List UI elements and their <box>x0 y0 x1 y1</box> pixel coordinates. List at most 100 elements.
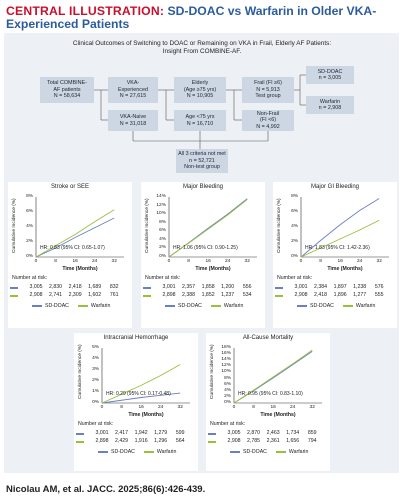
x-tick-label: 32 <box>376 259 382 264</box>
y-tick-label: 8% <box>291 194 298 199</box>
chart-title: Stroke or SEE <box>50 184 89 190</box>
chart-title: All-Cause Mortality <box>242 335 294 341</box>
nar-value-warfarin: 2,898 <box>162 292 176 298</box>
nar-value-sd-doac: 3,005 <box>227 430 241 436</box>
nar-value-sd-doac: 1,279 <box>154 430 168 436</box>
x-axis-label: Time (Months) <box>195 266 231 272</box>
legend-label-warfarin: Warfarin <box>223 303 244 309</box>
x-tick-label: 0 <box>34 259 38 264</box>
legend: SD-DOAC Warfarin <box>98 449 176 455</box>
nar-value-sd-doac: 1,689 <box>88 284 102 290</box>
chart-title: Major GI Bleeding <box>310 184 360 190</box>
nar-value-sd-doac: 1,897 <box>333 284 347 290</box>
nar-swatch-warfarin <box>143 295 151 297</box>
x-tick-label: 32 <box>309 405 315 410</box>
x-tick-label: 32 <box>177 405 183 410</box>
x-tick-label: 24 <box>289 405 296 410</box>
sd-doac-box: SD-DOAC n = 3,005 <box>306 66 354 84</box>
series-line-warfarin <box>233 349 313 404</box>
chart-3: Major GI Bleeding Cumulative Incidence (%… <box>273 182 397 328</box>
nar-value-warfarin: 794 <box>307 438 317 444</box>
x-tick-label: 8 <box>252 405 255 410</box>
chart-plot <box>35 197 124 258</box>
number-at-risk-label: Number at risk: <box>145 275 181 281</box>
chart-plot <box>300 197 389 258</box>
legend-swatch-sd-doac <box>297 305 307 307</box>
x-tick-label: 32 <box>111 259 117 264</box>
legend-swatch-warfarin <box>342 305 353 307</box>
chart-plot <box>101 348 190 404</box>
nar-value-sd-doac: 1,942 <box>134 430 148 436</box>
x-tick-label: 0 <box>167 259 171 264</box>
y-tick-label: 5% <box>92 345 99 350</box>
y-tick-label: 12% <box>156 202 166 208</box>
legend-swatch-warfarin <box>143 451 154 453</box>
x-axis-label: Time (Months) <box>62 266 98 272</box>
series-line-warfarin <box>35 209 115 258</box>
y-tick-label: 1% <box>92 389 99 394</box>
y-tick-label: 10% <box>156 211 166 217</box>
nar-value-sd-doac: 3,001 <box>162 284 176 290</box>
nar-swatch-warfarin <box>275 295 283 297</box>
legend-label-sd-doac: SD-DOAC <box>243 449 267 455</box>
x-tick-label: 16 <box>138 405 144 410</box>
y-tick-label: 0% <box>159 254 166 259</box>
y-tick-label: 2% <box>291 239 298 244</box>
nar-value-sd-doac: 3,005 <box>29 284 43 290</box>
series-line-sd-doac <box>101 392 181 404</box>
nar-swatch-warfarin <box>208 441 216 443</box>
vka-experienced-box: VKA- Experienced N = 27,615 <box>108 77 158 103</box>
nar-value-sd-doac: 2,417 <box>115 430 129 436</box>
nar-value-warfarin: 1,916 <box>134 438 148 444</box>
nar-swatch-sd-doac <box>275 287 283 289</box>
non-test-group-box: All 3 criteria not met n = 52,721 Non-te… <box>176 149 228 173</box>
x-tick-label: 0 <box>100 405 104 410</box>
nar-value-warfarin: 555 <box>374 292 384 298</box>
legend-label-warfarin: Warfarin <box>355 303 376 309</box>
chart-5: All-Cause Mortality Cumulative Incidence … <box>206 333 330 471</box>
legend-label-warfarin: Warfarin <box>90 303 111 309</box>
legend: SD-DOAC Warfarin <box>230 449 308 455</box>
hazard-ratio: HR: 1.06 (95% CI: 0.90-1.25) <box>173 245 238 251</box>
x-tick-label: 8 <box>120 405 123 410</box>
y-tick-label: 16% <box>221 351 231 357</box>
warfarin-box: Warfarin n = 2,908 <box>306 96 354 114</box>
nar-value-warfarin: 2,908 <box>294 292 308 298</box>
y-tick-label: 8% <box>159 219 166 225</box>
nar-value-sd-doac: 859 <box>307 430 317 436</box>
nar-value-sd-doac: 2,357 <box>182 284 196 290</box>
nar-value-sd-doac: 3,001 <box>95 430 109 436</box>
nar-value-warfarin: 1,896 <box>333 292 347 298</box>
y-tick-label: 12% <box>221 363 231 369</box>
nar-value-warfarin: 2,418 <box>314 292 328 298</box>
nar-swatch-warfarin <box>10 295 18 297</box>
series-line-sd-doac <box>35 217 115 258</box>
vka-naive-box: VKA-Naive N = 31,018 <box>108 110 158 131</box>
legend-swatch-warfarin <box>77 305 88 307</box>
legend-label-sd-doac: SD-DOAC <box>310 303 334 309</box>
chart-title: Major Bleeding <box>182 184 224 190</box>
y-tick-label: 2% <box>224 393 231 399</box>
x-tick-label: 16 <box>72 259 78 264</box>
nar-swatch-sd-doac <box>10 287 18 289</box>
legend-label-sd-doac: SD-DOAC <box>178 303 202 309</box>
x-axis-label: Time (Months) <box>128 412 164 418</box>
y-tick-label: 2% <box>92 378 99 383</box>
nar-swatch-sd-doac <box>208 433 216 435</box>
legend: SD-DOAC Warfarin <box>297 303 375 309</box>
y-tick-label: 0% <box>26 254 33 259</box>
nar-value-sd-doac: 832 <box>109 284 119 290</box>
nar-value-warfarin: 2,908 <box>227 438 241 444</box>
number-at-risk-label: Number at risk: <box>210 421 246 427</box>
y-tick-label: 6% <box>26 209 33 214</box>
nar-value-sd-doac: 556 <box>242 284 252 290</box>
number-at-risk-label: Number at risk: <box>78 421 114 427</box>
y-tick-label: 8% <box>26 194 33 199</box>
x-tick-label: 16 <box>337 259 343 264</box>
y-tick-label: 6% <box>224 381 231 387</box>
nar-value-sd-doac: 2,418 <box>68 284 82 290</box>
legend: SD-DOAC Warfarin <box>32 303 110 309</box>
nar-value-warfarin: 2,741 <box>49 292 63 298</box>
page-title: CENTRAL ILLUSTRATION: SD-DOAC vs Warfari… <box>6 5 400 31</box>
y-tick-label: 0% <box>92 400 99 405</box>
